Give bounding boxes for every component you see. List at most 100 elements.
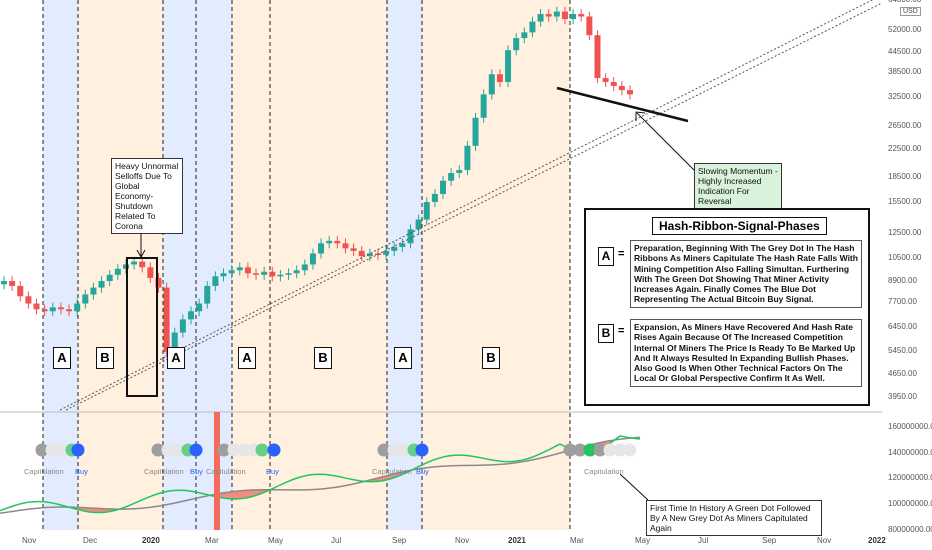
candle-39	[318, 243, 325, 254]
candle-21	[171, 332, 178, 353]
indicator-tick-2: 120000000.00	[888, 473, 932, 483]
candle-1	[9, 281, 16, 286]
candle-75	[610, 81, 617, 86]
momentum-arrow	[636, 112, 695, 171]
ribbon-fill-62	[248, 490, 252, 498]
signal-dot-1-0	[151, 443, 165, 457]
candle-31	[253, 273, 260, 275]
time-tick-2: 2020	[142, 536, 160, 545]
price-tick-2: 44500.00	[888, 46, 922, 56]
candle-7	[57, 307, 64, 310]
candle-53	[431, 193, 438, 203]
signal-dot-2-2	[237, 443, 251, 457]
time-tick-8: 2021	[508, 536, 526, 545]
phase-band-4	[232, 0, 387, 530]
candle-51	[415, 219, 422, 230]
candle-55	[448, 173, 455, 181]
dot-label-7: Buy	[416, 467, 429, 476]
green-dot-note: First Time In History A Green Dot Follow…	[646, 500, 822, 536]
candle-17	[139, 261, 146, 268]
candle-43	[350, 248, 357, 251]
candle-14	[114, 268, 121, 275]
price-tick-1: 52000.00	[888, 24, 922, 34]
phase-label-0: A	[53, 347, 71, 369]
indicator-tick-0: 160000000.00	[888, 421, 932, 431]
price-tick-6: 22500.00	[888, 143, 922, 153]
time-tick-6: Sep	[392, 536, 407, 545]
candle-49	[399, 243, 406, 248]
signal-dot-4-5	[613, 443, 627, 457]
signal-dot-4-6	[623, 443, 637, 457]
candle-61	[496, 74, 503, 82]
price-tick-16: 3950.00	[888, 391, 917, 401]
hash-ribbon-fast	[0, 435, 641, 514]
candle-18	[147, 267, 154, 278]
ribbon-fill-24	[96, 508, 100, 513]
candle-41	[334, 240, 341, 244]
candle-48	[391, 247, 398, 251]
price-tick-8: 15500.00	[888, 197, 922, 207]
candle-71	[578, 14, 585, 17]
dot-label-8: Capitulation	[584, 467, 624, 476]
time-tick-12: Sep	[762, 536, 777, 545]
price-tick-13: 6450.00	[888, 321, 917, 331]
time-tick-9: Mar	[570, 536, 584, 545]
corona-arrow-head	[136, 249, 146, 259]
signal-dot-3-4	[415, 443, 429, 457]
time-tick-7: Nov	[455, 536, 470, 545]
resistance-line	[556, 86, 689, 123]
candle-50	[407, 229, 414, 244]
candle-40	[326, 240, 333, 244]
candle-70	[570, 14, 577, 20]
phase-label-5: A	[394, 347, 412, 369]
candle-9	[74, 303, 81, 312]
candle-32	[261, 271, 268, 275]
dot-label-5: Buy	[266, 467, 279, 476]
currency-badge: USD	[900, 7, 921, 16]
price-tick-11: 8900.00	[888, 276, 917, 286]
candle-58	[472, 117, 479, 146]
price-tick-15: 4650.00	[888, 368, 917, 378]
candle-60	[488, 74, 495, 95]
corona-box	[126, 257, 158, 397]
dot-label-3: Buy	[190, 467, 203, 476]
indicator-tick-4: 80000000.00	[888, 525, 932, 534]
signal-dot-4-1	[573, 443, 587, 457]
signal-dot-1-1	[161, 443, 175, 457]
time-tick-0: Nov	[22, 536, 37, 545]
signal-dot-2-0	[217, 443, 231, 457]
candle-67	[545, 14, 552, 17]
ribbon-fill-59	[236, 490, 240, 499]
price-tick-9: 12500.00	[888, 227, 922, 237]
candle-12	[98, 281, 105, 288]
signal-dot-4-4	[603, 443, 617, 457]
signal-dot-3-2	[397, 443, 411, 457]
legend-desc-b: Expansion, As Miners Have Recovered And …	[630, 319, 862, 387]
price-tick-3: 38500.00	[888, 67, 922, 77]
candle-74	[602, 78, 609, 82]
candle-19	[155, 277, 162, 288]
legend-eq-a: =	[618, 248, 625, 260]
price-tick-7: 18500.00	[888, 171, 922, 181]
candle-73	[594, 35, 601, 79]
candle-35	[285, 273, 292, 275]
price-tick-0: 64000.00	[888, 0, 921, 4]
time-tick-13: Nov	[817, 536, 832, 545]
signal-dot-2-5	[267, 443, 281, 457]
candle-44	[358, 250, 365, 257]
ribbon-fill-55	[220, 492, 224, 499]
candle-24	[196, 303, 203, 312]
candle-33	[269, 271, 276, 277]
legend-key-b: B	[598, 324, 614, 343]
candle-42	[342, 243, 349, 249]
signal-dot-4-3	[593, 443, 607, 457]
signal-dot-3-0	[377, 443, 391, 457]
candle-30	[244, 267, 251, 274]
time-tick-4: May	[268, 536, 284, 545]
time-tick-1: Dec	[83, 536, 98, 545]
signal-dot-0-1	[45, 443, 59, 457]
candle-47	[383, 250, 390, 255]
legend-eq-b: =	[618, 325, 625, 337]
candle-28	[228, 270, 235, 274]
candle-68	[553, 11, 560, 17]
